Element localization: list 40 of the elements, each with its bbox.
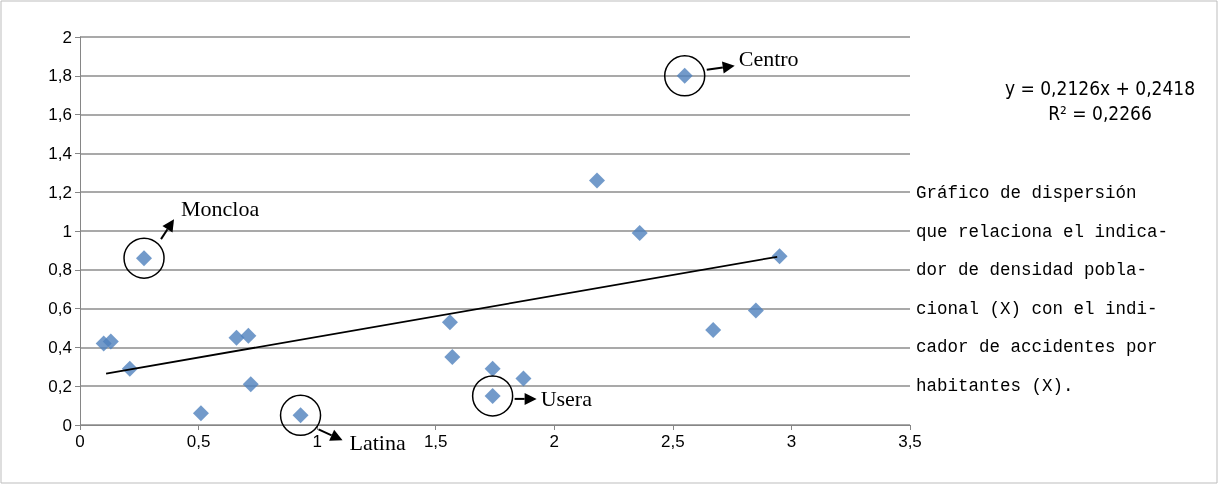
- annotation: Centro: [738, 46, 799, 72]
- x-tick-label: 3: [786, 432, 797, 451]
- point: [705, 321, 722, 338]
- point: [192, 405, 209, 422]
- point: [240, 327, 257, 344]
- point: [771, 248, 788, 265]
- y-tick-label: 0,4: [48, 337, 72, 357]
- text: R² = 0,2266: [1048, 102, 1152, 124]
- point: [515, 370, 532, 387]
- text: y = 0,2126x + 0,2418: [1004, 77, 1196, 99]
- y-tick-label: 0,6: [48, 299, 72, 319]
- y-tick-label: 0: [62, 415, 72, 435]
- point: [444, 349, 461, 366]
- y-tick-label: 1: [62, 221, 72, 241]
- x-tick-label: 3,5: [898, 432, 922, 451]
- point: [484, 360, 501, 377]
- y-tick-label: 1,6: [48, 105, 72, 125]
- point: [102, 333, 119, 350]
- annotation: Latina: [349, 429, 406, 455]
- point: [441, 314, 458, 331]
- y-tick-label: 2: [62, 27, 72, 47]
- y-tick-label: 1,2: [48, 182, 72, 202]
- point: [588, 172, 605, 189]
- point: [631, 224, 648, 241]
- text: Gráfico de dispersión que relaciona el indica- dor de densidad pobla- cional (X) con el indi- cador de accidentes por habitantes (X).: [916, 183, 1169, 396]
- y-tick-label: 1,8: [48, 66, 72, 86]
- point: [242, 376, 259, 393]
- annotation: Usera: [540, 386, 593, 412]
- point: [747, 302, 764, 319]
- point: [228, 329, 245, 346]
- x-tick-label: 0,5: [186, 432, 211, 451]
- x-tick-label: 1,5: [423, 432, 448, 451]
- x-tick-label: 2: [549, 432, 560, 451]
- x-tick-label: 2,5: [661, 432, 685, 451]
- y-tick-label: 0,8: [48, 260, 72, 280]
- x-tick-label: 1: [312, 432, 322, 451]
- y-tick-label: 1,4: [48, 143, 72, 163]
- x-tick-label: 0: [75, 432, 85, 451]
- annotation: Moncloa: [181, 195, 260, 221]
- y-tick-label: 0,2: [48, 376, 72, 396]
